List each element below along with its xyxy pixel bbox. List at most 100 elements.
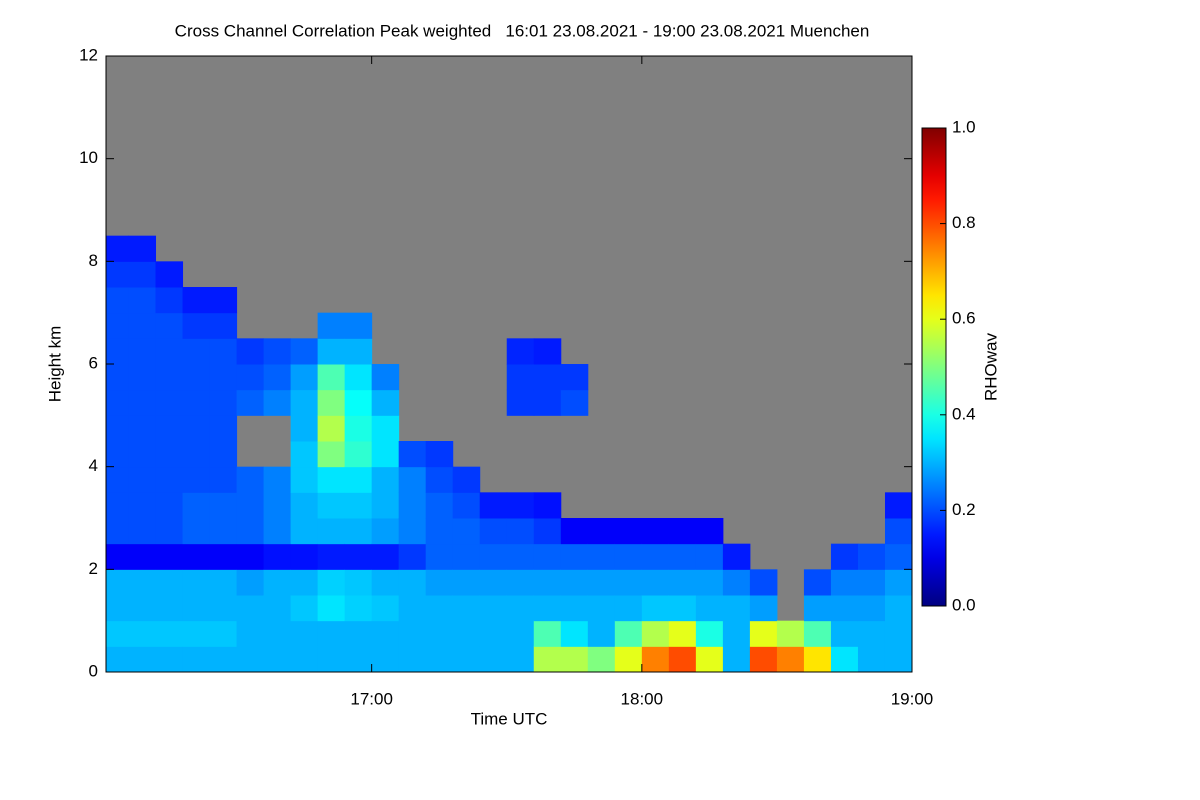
colorbar-tick-label: 0.2 (952, 500, 976, 519)
heat-cell (344, 518, 373, 545)
heat-cell (128, 543, 157, 570)
heat-cell (533, 338, 562, 365)
heat-cell (560, 364, 589, 391)
heat-cell (695, 543, 724, 570)
heat-cell (209, 595, 238, 622)
heat-cell (290, 518, 319, 545)
heat-cell (371, 646, 400, 672)
heat-cell (560, 518, 589, 545)
heat-cell (884, 595, 912, 622)
heat-cell (695, 595, 724, 622)
heat-cell (371, 466, 400, 493)
heat-cell (209, 543, 238, 570)
heat-cell (884, 492, 912, 519)
heat-cell (398, 595, 427, 622)
heat-cell (290, 389, 319, 416)
colorbar-tick-label: 0.0 (952, 595, 976, 614)
heat-cell (452, 543, 481, 570)
heat-cell (128, 415, 157, 442)
heat-cell (506, 595, 535, 622)
heat-cell (106, 389, 130, 416)
heat-cell (668, 595, 697, 622)
heat-cell (695, 646, 724, 672)
heat-cell (263, 646, 292, 672)
heat-cell (398, 492, 427, 519)
heat-cell (290, 595, 319, 622)
heat-cell (128, 235, 157, 262)
heat-cell (236, 543, 265, 570)
heat-cell (236, 492, 265, 519)
heat-cell (317, 338, 346, 365)
heat-cell (506, 620, 535, 647)
heat-cell (533, 646, 562, 672)
heat-cell (803, 569, 832, 596)
heat-cell (317, 466, 346, 493)
heat-cell (398, 646, 427, 672)
heat-cell (263, 569, 292, 596)
heat-cell (236, 518, 265, 545)
heat-cell (668, 543, 697, 570)
heat-cell (398, 441, 427, 468)
heat-cell (425, 441, 454, 468)
heat-cell (533, 595, 562, 622)
y-tick-label: 4 (89, 456, 98, 475)
heat-cell (857, 620, 886, 647)
colorbar-tick-label: 0.6 (952, 309, 976, 328)
heat-cell (398, 620, 427, 647)
heat-cell (182, 518, 211, 545)
heat-cell (236, 466, 265, 493)
heat-cell (290, 441, 319, 468)
heat-cell (722, 646, 751, 672)
heat-cell (128, 364, 157, 391)
colorbar (921, 127, 947, 607)
heat-cell (425, 466, 454, 493)
heat-cell (560, 595, 589, 622)
heat-cell (452, 492, 481, 519)
heat-cell (803, 595, 832, 622)
heat-cell (128, 518, 157, 545)
heat-cell (317, 492, 346, 519)
heat-cell (106, 287, 130, 314)
heat-cell (506, 389, 535, 416)
heat-cell (641, 595, 670, 622)
heat-cell (506, 543, 535, 570)
heat-cell (587, 569, 616, 596)
y-tick-label: 12 (79, 45, 98, 64)
heat-cell (425, 620, 454, 647)
heat-cell (317, 415, 346, 442)
y-axis-label: Height km (45, 326, 64, 403)
heat-cell (106, 492, 130, 519)
heat-cell (263, 518, 292, 545)
heat-cell (155, 518, 184, 545)
heat-cell (236, 569, 265, 596)
heat-cell (857, 595, 886, 622)
heat-cell (371, 441, 400, 468)
colorbar-tick-label: 0.4 (952, 404, 976, 423)
heat-cell (776, 646, 805, 672)
heat-cell (371, 389, 400, 416)
heat-cell (425, 646, 454, 672)
heat-cell (290, 569, 319, 596)
heat-cell (533, 364, 562, 391)
heat-cell (533, 569, 562, 596)
heat-cell (236, 620, 265, 647)
heat-cell (182, 338, 211, 365)
heat-cell (506, 364, 535, 391)
heat-cell (155, 415, 184, 442)
heat-cell (155, 364, 184, 391)
heat-cell (344, 415, 373, 442)
y-tick-label: 2 (89, 559, 98, 578)
heat-cell (344, 492, 373, 519)
heat-cell (344, 646, 373, 672)
heat-cell (290, 364, 319, 391)
heat-cell (587, 595, 616, 622)
heat-cell (506, 646, 535, 672)
heat-cell (695, 518, 724, 545)
heat-cell (587, 543, 616, 570)
heat-cell (479, 595, 508, 622)
heat-cell (641, 543, 670, 570)
heat-cell (263, 595, 292, 622)
heat-cell (106, 595, 130, 622)
heat-cell (317, 595, 346, 622)
chart-title: Cross Channel Correlation Peak weighted … (175, 21, 870, 40)
